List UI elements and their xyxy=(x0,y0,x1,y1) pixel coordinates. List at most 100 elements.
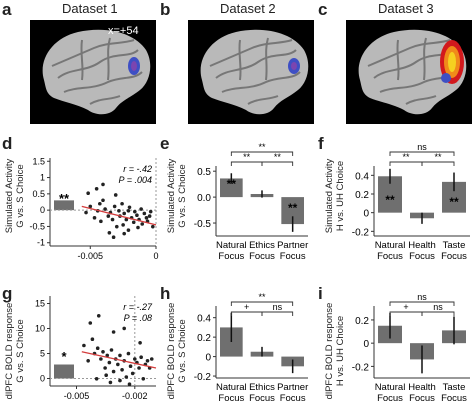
scatter-point xyxy=(127,205,132,210)
scatter-point xyxy=(118,378,122,383)
y-tick-label-plot-g: 5 xyxy=(40,349,45,359)
scatter-point xyxy=(106,214,111,218)
category-label-plot-i: Focus xyxy=(377,393,403,404)
scatter-point xyxy=(147,214,152,218)
brain-image-dataset-1: x=+54 xyxy=(30,20,156,124)
y-tick-label-plot-f: 0.4 xyxy=(355,171,369,182)
scatter-point xyxy=(131,220,136,225)
scatter-point xyxy=(111,235,116,239)
scatter-point xyxy=(88,321,93,325)
category-label-plot-e: Ethics xyxy=(249,240,275,251)
scatter-point xyxy=(101,350,105,354)
scatter-point xyxy=(101,182,105,187)
scatter-point xyxy=(98,201,102,206)
panel-letter-h: h xyxy=(160,284,171,303)
scatter-point xyxy=(122,326,126,331)
panel-letter-b: b xyxy=(160,0,171,19)
r-value-plot-d: r = -.42 xyxy=(123,164,152,174)
scatter-point xyxy=(137,366,141,370)
category-label-plot-i: Focus xyxy=(441,393,467,404)
scatter-point xyxy=(126,228,131,232)
scatter-point xyxy=(148,209,153,214)
bar-plot-e-2 xyxy=(281,197,304,225)
scatter-point xyxy=(139,355,143,360)
bracket-label-plot-h: ns xyxy=(273,302,283,312)
regression-line-plot-g xyxy=(81,351,157,369)
y-tick-label-plot-h: 0 xyxy=(205,353,211,364)
scatter-point xyxy=(107,360,112,365)
scatter-point xyxy=(135,213,139,217)
scatter-point xyxy=(112,204,117,209)
scatter-point xyxy=(94,377,99,381)
scatter-point xyxy=(109,348,114,352)
bracket-label-plot-f: ** xyxy=(434,152,442,162)
significance-bracket-plot-f xyxy=(389,161,423,166)
category-label-plot-h: Natural xyxy=(216,382,247,393)
y-tick-label-plot-e: -0.5 xyxy=(194,219,212,230)
brain-coordinate-label: x=+54 xyxy=(108,25,139,37)
y-tick-label-plot-g: 15 xyxy=(35,299,45,309)
panel-letter-f: f xyxy=(318,134,324,153)
scatter-point xyxy=(149,357,154,361)
significance-bracket-plot-f xyxy=(389,151,455,156)
scatter-point xyxy=(96,314,101,318)
scatter-point xyxy=(99,219,103,224)
scatter-point xyxy=(103,366,107,370)
category-label-plot-h: Focus xyxy=(249,393,275,404)
significance-bracket-plot-e xyxy=(230,161,263,166)
category-label-plot-e: Natural xyxy=(216,240,247,251)
p-value-plot-d: P = .004 xyxy=(119,175,152,185)
scatter-point xyxy=(122,211,126,216)
scatter-point xyxy=(126,351,131,356)
category-label-plot-h: Focus xyxy=(280,393,306,404)
category-label-plot-h: Partner xyxy=(277,382,308,393)
scatter-point xyxy=(133,209,137,214)
scatter-point xyxy=(117,209,121,213)
bracket-label-plot-f: ** xyxy=(402,152,410,162)
category-label-plot-f: Focus xyxy=(441,251,467,262)
category-label-plot-h: Ethics xyxy=(249,382,275,393)
bracket-label-plot-i: ns xyxy=(433,302,443,312)
scatter-point xyxy=(88,204,93,209)
bar-plot-e-0 xyxy=(220,178,243,198)
scatter-point xyxy=(138,341,142,345)
y-tick-label-plot-d: 0.5 xyxy=(32,189,45,199)
category-label-plot-i: Natural xyxy=(375,382,406,393)
scatter-point xyxy=(84,210,88,215)
y-tick-label-plot-f: 0 xyxy=(363,209,369,220)
category-label-plot-f: Natural xyxy=(375,240,406,251)
scatter-point xyxy=(90,337,95,342)
significance-bracket-plot-f xyxy=(421,161,455,166)
panel-letter-i: i xyxy=(318,284,323,303)
y-tick-label-plot-d: 1.5 xyxy=(32,156,45,166)
scatter-point xyxy=(144,216,149,220)
y-tick-label-plot-e: 0.0 xyxy=(197,193,211,204)
scatter-point xyxy=(130,371,135,376)
scatter-point xyxy=(118,353,122,358)
y-tick-label-plot-i: 0 xyxy=(363,339,369,350)
scatter-point xyxy=(141,377,146,381)
bracket-label-plot-e: ** xyxy=(243,152,251,162)
scatter-point xyxy=(86,359,90,363)
significance-bracket-plot-h xyxy=(261,311,294,316)
y-tick-label-plot-d: 1 xyxy=(40,173,45,183)
scatter-point xyxy=(124,217,129,222)
category-label-plot-f: Focus xyxy=(377,251,403,262)
bracket-label-plot-i: ns xyxy=(417,292,427,302)
category-label-plot-f: Health xyxy=(408,240,435,251)
bracket-label-plot-e: ** xyxy=(258,142,266,152)
category-label-plot-e: Focus xyxy=(218,251,244,262)
panel-letter-e: e xyxy=(160,134,170,153)
panel-letter-g: g xyxy=(2,284,13,303)
scatter-point xyxy=(107,231,112,235)
y-tick-label-plot-h: -0.2 xyxy=(194,372,212,383)
bracket-label-plot-e: ** xyxy=(274,152,282,162)
y-tick-label-plot-e: 0.5 xyxy=(197,167,211,178)
dataset-2-title: Dataset 2 xyxy=(220,1,276,16)
scatter-point xyxy=(124,375,129,379)
mean-bar-plot-g xyxy=(54,364,74,379)
dataset-3-title: Dataset 3 xyxy=(378,1,434,16)
category-label-plot-h: Focus xyxy=(218,393,244,404)
y-tick-label-plot-f: -0.2 xyxy=(352,227,370,238)
